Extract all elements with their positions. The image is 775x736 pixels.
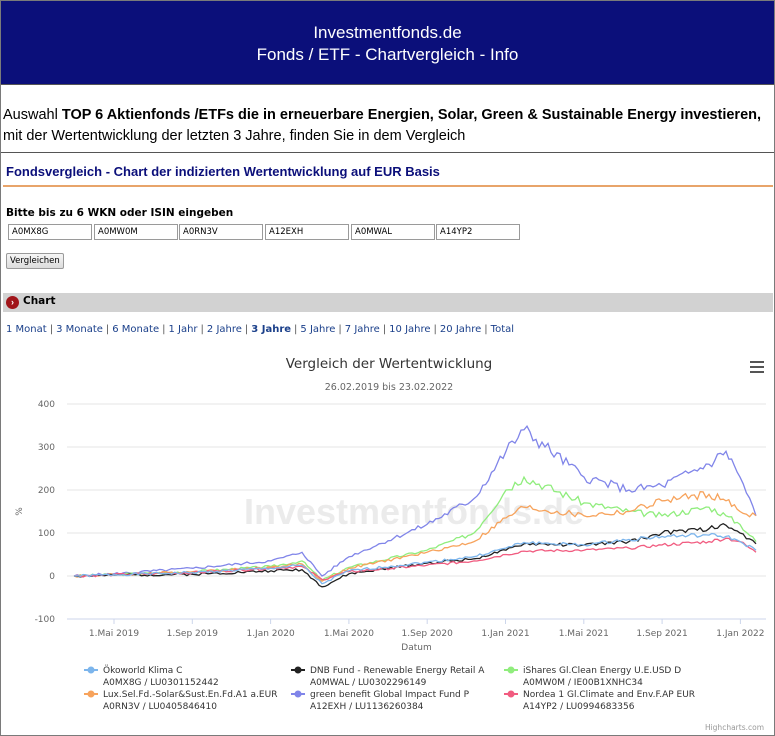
- legend-symbol-dot: [87, 666, 95, 674]
- period-selector: 1 Monat | 3 Monate | 6 Monate | 1 Jahr | 2 Jahre…: [6, 324, 514, 335]
- x-tick-label: 1.Sep 2021: [636, 629, 687, 639]
- arrow-circle-icon: ›: [6, 296, 19, 309]
- period-link-2-jahre[interactable]: 2 Jahre: [206, 324, 242, 335]
- legend-name: Nordea 1 Gl.Climate and Env.F.AP EUR: [523, 690, 695, 700]
- period-separator: |: [200, 324, 204, 335]
- legend-symbol-dot: [507, 666, 515, 674]
- x-tick-label: 1.Sep 2019: [167, 629, 219, 639]
- site-title[interactable]: Investmentfonds.de: [313, 23, 462, 42]
- x-tick-label: 1.Jan 2020: [246, 629, 294, 639]
- y-tick-label: 400: [38, 400, 55, 410]
- x-axis-label: Datum: [401, 643, 431, 653]
- legend-symbol-dot: [87, 690, 95, 698]
- wkn-input-6[interactable]: A14YP2: [436, 224, 520, 240]
- period-link-1-jahr[interactable]: 1 Jahr: [168, 324, 198, 335]
- period-separator: |: [105, 324, 110, 335]
- x-tick-label: 1.Jan 2021: [481, 629, 529, 639]
- period-link-7-jahre[interactable]: 7 Jahre: [344, 324, 380, 335]
- y-tick-label: 0: [49, 572, 55, 582]
- legend-name: Lux.Sel.Fd.-Solar&Sust.En.Fd.A1 a.EUR: [103, 690, 277, 700]
- period-separator: |: [338, 324, 342, 335]
- legend-id: A0MX8G / LU0301152442: [103, 678, 219, 688]
- legend-symbol-dot: [294, 690, 302, 698]
- performance-chart: Vergleich der Wertentwicklung 26.02.2019 …: [15, 356, 766, 732]
- legend-id: A0RN3V / LU0405846410: [103, 702, 217, 712]
- series-line-6: [73, 537, 757, 581]
- y-tick-label: 100: [38, 529, 55, 539]
- y-axis-label: %: [15, 507, 25, 516]
- chart-section-bar[interactable]: › Chart: [3, 293, 773, 312]
- legend-id: A12EXH / LU1136260384: [310, 702, 424, 712]
- chart-title: Vergleich der Wertentwicklung: [286, 356, 493, 372]
- legend-name: iShares Gl.Clean Energy U.E.USD D: [523, 666, 681, 676]
- period-separator: |: [244, 324, 249, 335]
- legend-name: green benefit Global Impact Fund P: [310, 690, 470, 700]
- watermark: Investmentfonds.de: [244, 491, 584, 532]
- period-link-6-monate[interactable]: 6 Monate: [112, 324, 160, 335]
- section-title: Fondsvergleich - Chart der indizierten W…: [6, 164, 440, 179]
- period-link-3-monate[interactable]: 3 Monate: [56, 324, 103, 335]
- intro-suffix: mit der Wertentwicklung der letzten 3 Ja…: [3, 128, 466, 144]
- divider: [1, 152, 774, 153]
- period-link-total[interactable]: Total: [490, 324, 515, 335]
- chart-section-label: Chart: [23, 295, 56, 307]
- intro-text: Auswahl TOP 6 Aktienfonds /ETFs die in e…: [3, 105, 763, 147]
- period-link-1-monat[interactable]: 1 Monat: [6, 324, 47, 335]
- compare-button[interactable]: Vergleichen: [6, 253, 64, 269]
- x-tick-label: 1.Sep 2020: [402, 629, 454, 639]
- site-subtitle: Fonds / ETF - Chartvergleich - Info: [256, 45, 519, 64]
- series-line-4: [73, 491, 757, 582]
- y-tick-label: 300: [38, 443, 55, 453]
- x-tick-label: 1.Jan 2022: [716, 629, 764, 639]
- wkn-input-3[interactable]: A0RN3V: [179, 224, 263, 240]
- legend-id: A14YP2 / LU0994683356: [523, 702, 635, 712]
- wkn-input-5[interactable]: A0MWAL: [351, 224, 435, 240]
- period-separator: |: [49, 324, 54, 335]
- series-line-1: [73, 532, 757, 585]
- x-tick-label: 1.Mai 2019: [89, 629, 139, 639]
- intro-prefix: Auswahl: [3, 107, 62, 123]
- wkn-input-1[interactable]: A0MX8G: [8, 224, 92, 240]
- site-header: Investmentfonds.de Fonds / ETF - Chartve…: [1, 1, 774, 85]
- period-separator: |: [484, 324, 488, 335]
- legend-id: A0MWAL / LU0302296149: [310, 678, 427, 688]
- y-tick-label: -100: [35, 615, 56, 625]
- period-link-3-jahre[interactable]: 3 Jahre: [251, 324, 292, 335]
- period-link-5-jahre[interactable]: 5 Jahre: [300, 324, 336, 335]
- legend-name: Ökoworld Klima C: [103, 665, 182, 676]
- period-separator: |: [162, 324, 166, 335]
- legend-symbol-dot: [507, 690, 515, 698]
- x-tick-label: 1.Mai 2020: [324, 629, 374, 639]
- legend-name: DNB Fund - Renewable Energy Retail A: [310, 666, 485, 676]
- chart-subtitle: 26.02.2019 bis 23.02.2022: [325, 382, 453, 393]
- period-link-10-jahre[interactable]: 10 Jahre: [389, 324, 431, 335]
- wkn-input-2[interactable]: A0MW0M: [94, 224, 178, 240]
- credits-link: Highcharts.com: [705, 723, 764, 732]
- wkn-label: Bitte bis zu 6 WKN oder ISIN eingeben: [6, 207, 234, 219]
- section-underline: [3, 185, 773, 187]
- legend-id: A0MW0M / IE00B1XNHC34: [523, 678, 643, 688]
- x-tick-label: 1.Mai 2021: [559, 629, 609, 639]
- period-separator: |: [294, 324, 298, 335]
- period-link-20-jahre[interactable]: 20 Jahre: [439, 324, 482, 335]
- y-tick-label: 200: [38, 486, 55, 496]
- chart-menu-icon[interactable]: [750, 361, 764, 373]
- series-line-5: [73, 425, 757, 577]
- period-separator: |: [382, 324, 387, 335]
- intro-bold: TOP 6 Aktienfonds /ETFs die in erneuerba…: [61, 107, 762, 123]
- period-separator: |: [433, 324, 437, 335]
- legend-symbol-dot: [294, 666, 302, 674]
- wkn-input-4[interactable]: A12EXH: [265, 224, 349, 240]
